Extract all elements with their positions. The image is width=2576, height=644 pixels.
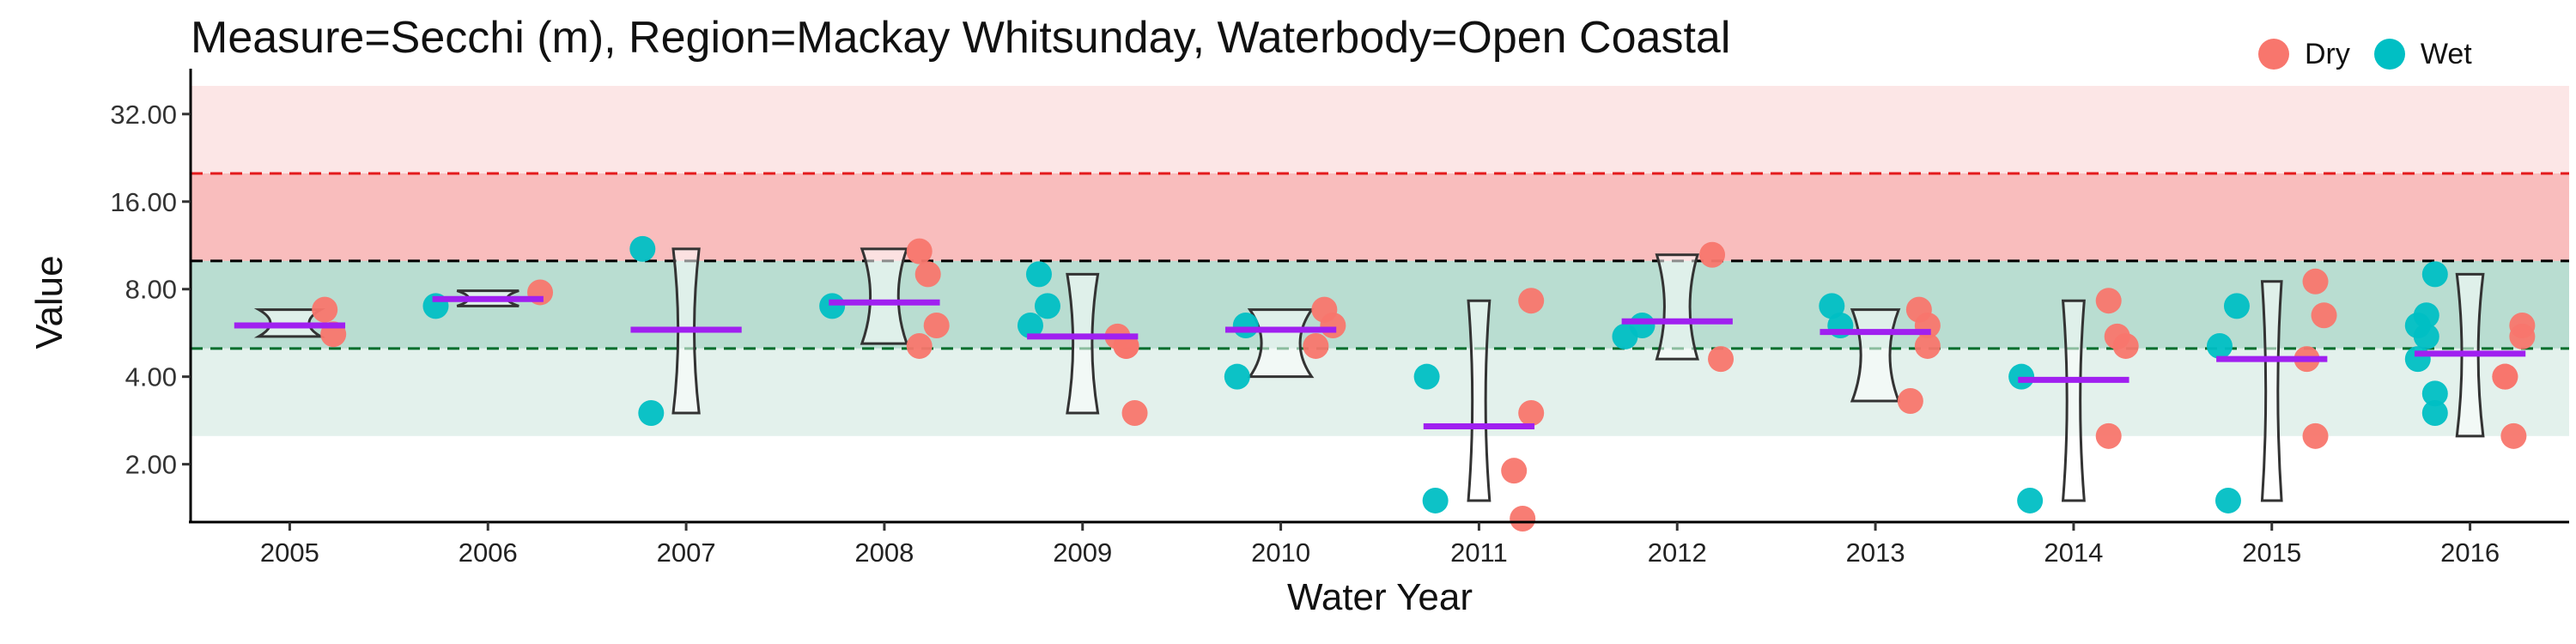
y-tick-label-2: 8.00 [125,275,177,305]
point-dry-2009-8 [1121,399,1148,426]
point-wet-2009-5 [1034,293,1060,319]
legend-item-dry: Dry [2258,38,2350,71]
y-tick-label-3: 16.00 [110,187,177,217]
point-wet-2015-18 [2206,332,2233,359]
point-dry-2011-14 [1518,399,1545,426]
x-tick-label-2014: 2014 [2044,538,2103,568]
x-tick-label-2011: 2011 [1450,538,1508,568]
legend-key-dry [2258,39,2289,70]
x-tick-label-2013: 2013 [1846,538,1905,568]
point-wet-2013-13 [1819,293,1845,319]
y-tick-label-0: 2.00 [125,450,177,480]
point-wet-2015-17 [2223,293,2250,319]
point-wet-2014-16 [2017,487,2044,513]
point-wet-2016-22 [2413,323,2439,349]
point-wet-2010-8 [1232,313,1259,339]
band-0 [191,86,2569,173]
point-wet-2007-1 [629,235,656,262]
point-dry-2011-15 [1501,458,1528,484]
violin-2015 [2260,280,2283,502]
y-tick-label-4: 32.00 [110,100,177,130]
x-tick-label-2010: 2010 [1251,538,1310,568]
point-dry-2014-26 [2112,332,2139,359]
point-wet-2016-23 [2421,380,2448,407]
point-wet-2009-4 [1025,261,1052,288]
point-dry-2016-36 [2492,363,2518,390]
point-dry-2008-5 [923,313,950,339]
x-tick-label-2016: 2016 [2440,538,2500,568]
point-dry-2012-19 [1708,346,1735,373]
point-wet-2015-19 [2215,487,2241,513]
point-dry-2014-24 [2095,422,2122,449]
point-wet-2009-6 [1017,313,1043,339]
band-1 [191,173,2569,261]
point-dry-2008-6 [906,332,933,359]
band-3 [191,348,2569,436]
y-tick-label-1: 4.00 [125,362,177,392]
point-dry-2013-23 [1914,332,1941,359]
legend-item-wet: Wet [2373,37,2472,71]
point-dry-2011-17 [1518,288,1545,314]
point-wet-2008-3 [819,293,846,319]
point-dry-2009-10 [1113,332,1139,359]
x-axis-title: Water Year [1287,576,1473,618]
y-axis-title: Value [28,255,70,349]
x-tick-label-2006: 2006 [459,538,518,568]
x-tick-label-2005: 2005 [260,538,319,568]
point-wet-2010-7 [1224,363,1250,390]
point-wet-2007-2 [638,399,665,426]
x-tick-label-2007: 2007 [657,538,716,568]
legend-label-dry: Dry [2305,37,2350,70]
x-tick-label-2015: 2015 [2242,538,2301,568]
violin-2011 [1467,299,1492,502]
point-dry-2008-3 [906,238,933,264]
violin-2012 [1655,253,1699,361]
point-dry-2011-16 [1510,506,1536,532]
point-dry-2015-31 [2302,422,2329,449]
point-wet-2016-26 [2421,399,2448,426]
point-wet-2014-15 [2008,363,2035,390]
point-wet-2016-20 [2421,261,2448,288]
x-tick-label-2009: 2009 [1053,538,1112,568]
legend: Dry Wet [2258,33,2496,76]
legend-key-wet [2373,39,2405,70]
point-dry-2015-28 [2302,268,2329,295]
x-tick-label-2008: 2008 [854,538,914,568]
point-dry-2013-22 [1905,296,1932,323]
chart-title: Measure=Secchi (m), Region=Mackay Whitsu… [191,13,1731,63]
point-wet-2016-25 [2413,302,2439,329]
violin-2009 [1066,272,1100,415]
point-dry-2016-34 [2500,422,2527,449]
point-dry-2014-27 [2095,288,2122,314]
point-dry-2015-29 [2311,302,2337,329]
violin-2014 [2061,299,2086,502]
point-wet-2011-9 [1413,363,1440,390]
x-tick-label-2012: 2012 [1648,538,1707,568]
legend-label-wet: Wet [2420,37,2472,70]
point-dry-2013-21 [1897,387,1923,414]
point-dry-2016-35 [2509,313,2536,339]
point-dry-2010-12 [1303,332,1329,359]
point-dry-2012-18 [1699,241,1726,268]
point-wet-2011-10 [1422,487,1449,513]
point-wet-2012-12 [1612,323,1638,349]
point-wet-2016-24 [2404,346,2431,373]
point-dry-2005-0 [312,296,338,323]
band-2 [191,260,2569,349]
point-dry-2008-4 [914,261,941,288]
point-dry-2010-13 [1311,296,1338,323]
